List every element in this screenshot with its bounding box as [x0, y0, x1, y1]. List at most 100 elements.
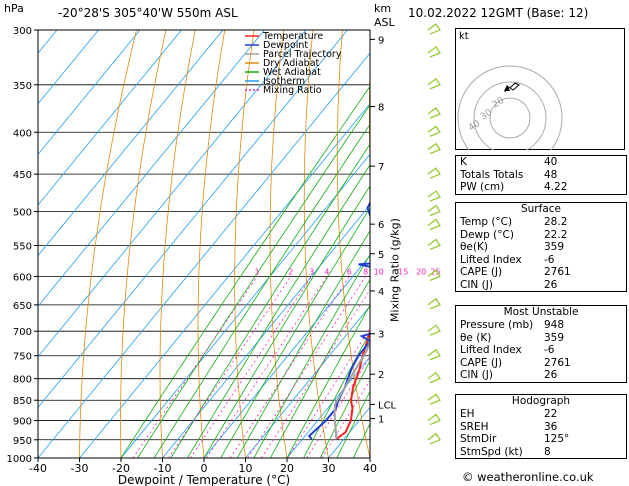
surface-title: Surface — [520, 203, 561, 215]
surface-row: Dewp (°C) 22.2 — [460, 228, 568, 241]
dry-adiabat — [197, 30, 226, 458]
x-tick-label: -40 — [29, 462, 47, 475]
isotherm — [38, 52, 370, 458]
surface-row: θe(K) 359 — [460, 241, 565, 253]
mixing-ratio-label: 15 — [398, 267, 408, 276]
wind-barb-icon — [427, 190, 441, 202]
surface-row: Temp (°C) 28.2 — [460, 216, 568, 228]
isotherm — [79, 103, 370, 458]
isotherm — [38, 30, 99, 105]
dry-adiabat — [234, 30, 255, 458]
mixing-ratio-axis-label: Mixing Ratio (g/kg) — [388, 218, 402, 322]
series-parcel-trajectory — [333, 339, 370, 440]
mixing-ratio-label: 6 — [347, 267, 352, 276]
isotherm — [162, 204, 370, 458]
hodograph-arrow-icon: ▲ — [504, 83, 511, 92]
km-tick-label: 3 — [378, 330, 384, 341]
x-tick-label: -30 — [71, 462, 89, 475]
most-unstable-row: CIN (J) 26 — [460, 369, 558, 381]
km-tick-label: LCL — [378, 400, 397, 411]
mixing-ratio-label: 2 — [288, 267, 293, 276]
pressure-tick-label: 350 — [13, 81, 32, 92]
wet-adiabat — [203, 185, 370, 458]
location-title: -20°28'S 305°40'W 550m ASL — [58, 6, 238, 20]
legend-entry: Mixing Ratio — [263, 85, 322, 96]
pressure-tick-label: 600 — [13, 272, 32, 283]
wind-barb-icon — [427, 142, 441, 155]
isotherm — [38, 30, 224, 257]
wet-adiabat — [336, 390, 370, 458]
series-dewpoint — [307, 200, 370, 440]
index-row: Totals Totals 48 — [460, 168, 558, 181]
legend-entry: Dewpoint — [263, 40, 308, 51]
mixing-ratio-label: 4 — [324, 267, 329, 276]
wet-adiabat — [170, 143, 370, 458]
mixing-ratio-label: 25 — [430, 267, 440, 276]
wind-barb-icon — [427, 77, 441, 90]
pressure-tick-label: 400 — [13, 128, 32, 139]
km-tick-label: 9 — [378, 35, 384, 46]
x-tick-label: 10 — [239, 462, 253, 475]
isotherm — [38, 30, 141, 155]
asl-label: ASL — [374, 16, 395, 29]
wind-barb-icon — [427, 298, 441, 310]
hodograph: kt 40 30 20 ▲ — [455, 28, 625, 150]
isotherm — [245, 305, 370, 458]
mixing-ratio-label: 10 — [374, 267, 384, 276]
mixing-ratio-label: 3 — [309, 267, 314, 276]
wet-adiabat — [137, 104, 370, 458]
x-axis-label: Dewpoint / Temperature (°C) — [118, 473, 290, 486]
surface-panel: Surface Temp (°C) 28.2 Dewp (°C) 22.2 θe(K… — [455, 202, 627, 292]
mixing-ratio-line — [190, 276, 312, 458]
km-tick-label: 6 — [378, 220, 384, 231]
hodograph-table-title: Hodograph — [511, 395, 571, 407]
legend-entry: Dry Adiabat — [263, 58, 320, 69]
wet-adiabat — [319, 360, 370, 458]
surface-row: Lifted Index -6 — [460, 253, 555, 266]
x-tick-label: 30 — [322, 462, 336, 475]
wind-barb-icon — [427, 218, 441, 231]
wet-adiabat — [303, 331, 370, 458]
most-unstable-row: Pressure (mb) 948 — [460, 319, 565, 331]
hodograph-table-row: SREH 36 — [460, 420, 558, 433]
wet-adiabat — [270, 278, 370, 458]
wind-barb-icon — [427, 348, 441, 361]
pressure-tick-label: 500 — [13, 208, 32, 219]
wind-barb-icon — [427, 269, 441, 281]
hodograph-table-row: StmSpd (kt) 8 — [460, 445, 551, 458]
km-tick-label: 8 — [378, 102, 384, 113]
km-tick-label: 5 — [378, 250, 384, 261]
isotherm — [38, 30, 182, 206]
wet-adiabat — [286, 304, 370, 458]
most-unstable-panel: Most Unstable Pressure (mb) 948 θe (K) 359… — [455, 305, 627, 383]
km-tick-label: 4 — [378, 287, 384, 298]
wind-barb-icon — [427, 107, 441, 119]
wind-barb-icon — [427, 46, 441, 58]
wind-barbs-column — [427, 23, 441, 445]
series-temperature — [335, 329, 370, 440]
surface-row: CAPE (J) 2761 — [460, 266, 571, 278]
index-row: PW (cm) 4.22 — [460, 181, 568, 193]
wind-barb-icon — [427, 432, 441, 445]
legend-entry: Parcel Trajectory — [263, 49, 342, 60]
mixing-ratio-label: 8 — [363, 267, 368, 276]
indices-panel: K 40 Totals Totals 48 PW (cm) 4.22 — [455, 155, 627, 195]
pressure-tick-label: 750 — [13, 352, 32, 363]
wind-barb-icon — [427, 393, 441, 405]
hodograph-table-row: EH 22 — [460, 408, 558, 420]
wet-adiabat — [187, 163, 370, 458]
most-unstable-row: CAPE (J) 2761 — [460, 356, 571, 369]
mixing-ratio-line — [206, 276, 328, 458]
x-tick-label: 40 — [363, 462, 377, 475]
hodograph-ring-middle — [473, 81, 547, 150]
wind-barb-icon — [427, 371, 441, 384]
mixing-ratio-line — [261, 289, 370, 458]
dry-adiabat — [269, 30, 288, 458]
dry-adiabat — [120, 30, 167, 458]
most-unstable-title: Most Unstable — [503, 306, 579, 318]
pressure-tick-label: 950 — [13, 436, 32, 447]
mixing-ratio-line — [132, 276, 258, 458]
hodograph-unit-label: kt — [459, 31, 469, 42]
km-tick-label: 7 — [378, 162, 384, 173]
